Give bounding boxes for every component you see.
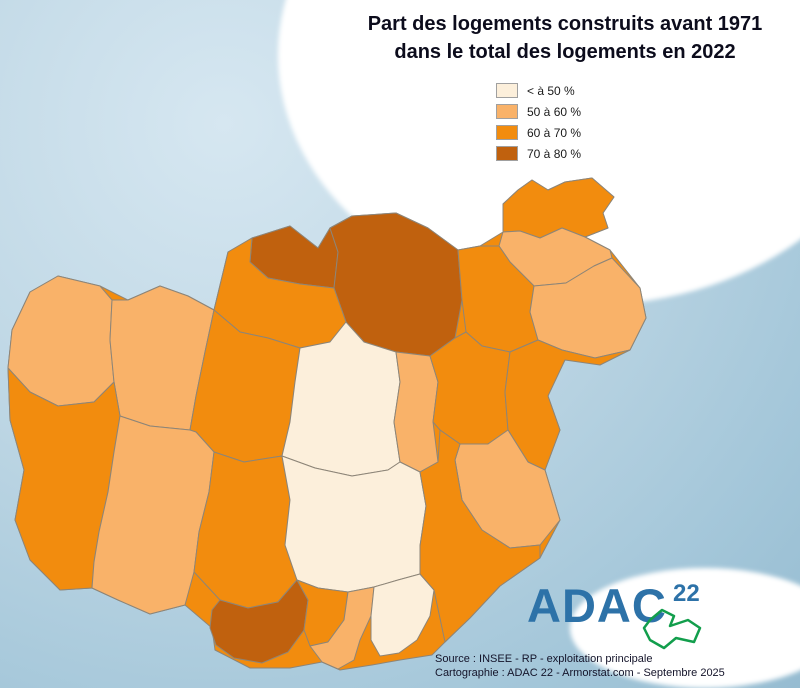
legend: < à 50 % 50 à 60 % 60 à 70 % 70 à 80 % bbox=[496, 83, 581, 167]
cartography-note: Cartographie : ADAC 22 - Armorstat.com -… bbox=[435, 667, 725, 680]
page-title: Part des logements construits avant 1971… bbox=[330, 10, 800, 66]
legend-row: < à 50 % bbox=[496, 83, 581, 98]
legend-swatch bbox=[496, 83, 518, 98]
map-region bbox=[529, 257, 647, 359]
map-region bbox=[393, 351, 439, 473]
legend-swatch bbox=[496, 104, 518, 119]
title-line-2: dans le total des logements en 2022 bbox=[394, 41, 736, 63]
adac-logo-number: 22 bbox=[673, 580, 700, 607]
department-outline-icon bbox=[642, 608, 702, 650]
legend-label: 70 à 80 % bbox=[527, 146, 582, 161]
legend-label: 50 à 60 % bbox=[527, 104, 582, 119]
legend-label: 60 à 70 % bbox=[527, 125, 582, 140]
map-region bbox=[370, 573, 435, 657]
adac-logo-text: ADAC bbox=[527, 579, 667, 632]
map-region bbox=[281, 455, 427, 593]
map-region bbox=[504, 339, 631, 471]
map-region bbox=[91, 415, 215, 615]
footer-notes: Source : INSEE - RP - exploitation princ… bbox=[435, 652, 725, 681]
legend-swatch bbox=[496, 146, 518, 161]
adac-logo: ADAC 22 bbox=[527, 578, 747, 668]
map-region bbox=[209, 579, 309, 664]
legend-row: 70 à 80 % bbox=[496, 146, 581, 161]
legend-row: 60 à 70 % bbox=[496, 125, 581, 140]
logo-ellipse-background bbox=[570, 568, 800, 688]
source-note: Source : INSEE - RP - exploitation princ… bbox=[435, 653, 653, 665]
map-regions bbox=[7, 177, 647, 671]
legend-swatch bbox=[496, 125, 518, 140]
title-line-1: Part des logements construits avant 1971 bbox=[367, 13, 763, 35]
map-region bbox=[419, 429, 541, 643]
legend-label: < à 50 % bbox=[527, 83, 575, 98]
legend-row: 50 à 60 % bbox=[496, 104, 581, 119]
